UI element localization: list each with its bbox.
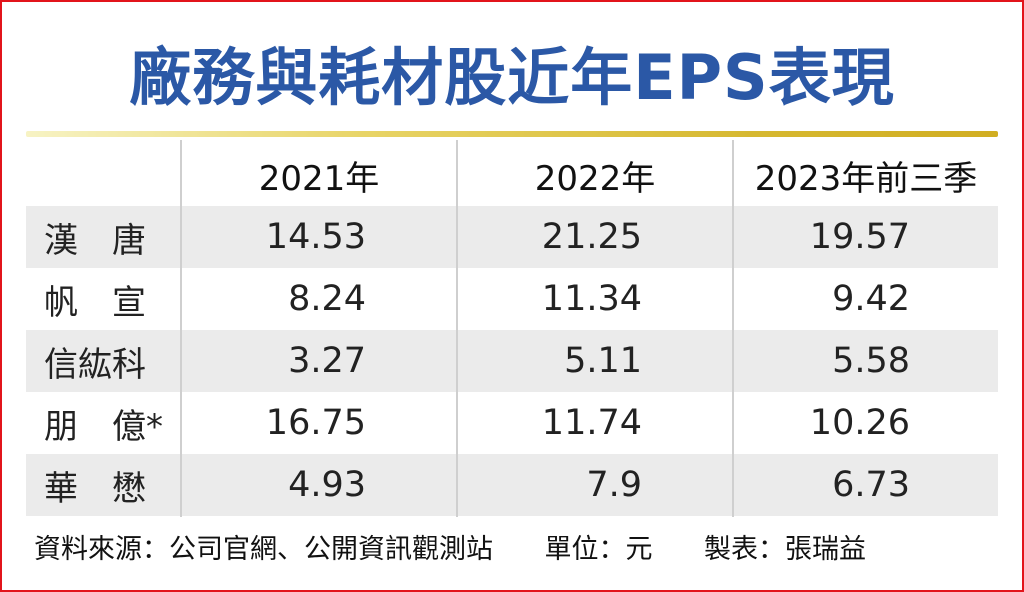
column-header: 2022年	[534, 158, 656, 199]
title-underline	[26, 131, 998, 137]
eps-value: 10.26	[809, 403, 910, 443]
company-name: 帆 宣	[44, 282, 146, 323]
eps-value: 8.24	[288, 279, 366, 319]
eps-value: 5.11	[564, 341, 642, 381]
eps-value: 4.93	[288, 465, 366, 505]
eps-value: 6.73	[832, 465, 910, 505]
column-header: 2021年	[258, 158, 380, 199]
eps-value: 7.9	[586, 465, 642, 505]
row-stripe	[26, 206, 998, 268]
row-stripe	[26, 454, 998, 516]
company-name: 漢 唐	[44, 220, 146, 261]
eps-value: 11.74	[541, 403, 642, 443]
row-stripe	[26, 330, 998, 392]
eps-value: 11.34	[541, 279, 642, 319]
chart-footer: 資料來源：公司官網、公開資訊觀測站 單位：元 製表：張瑞益	[34, 518, 866, 574]
eps-value: 21.25	[541, 217, 642, 257]
column-header: 2023年前三季	[754, 158, 978, 199]
eps-value: 5.58	[832, 341, 910, 381]
company-name: 華 懋	[44, 468, 146, 509]
eps-value: 16.75	[265, 403, 366, 443]
eps-value: 19.57	[809, 217, 910, 257]
maker-note: 製表：張瑞益	[704, 533, 866, 565]
eps-value: 14.53	[265, 217, 366, 257]
chart-title: 廠務與耗材股近年EPS表現	[129, 41, 895, 114]
column-divider	[180, 140, 182, 517]
eps-value: 3.27	[288, 341, 366, 381]
source-note: 資料來源：公司官網、公開資訊觀測站	[34, 533, 493, 565]
column-divider	[456, 140, 458, 517]
unit-note: 單位：元	[544, 533, 653, 565]
company-name: 朋 億*	[44, 406, 163, 447]
column-divider	[732, 140, 734, 517]
company-name: 信紘科	[44, 344, 146, 385]
eps-value: 9.42	[832, 279, 910, 319]
